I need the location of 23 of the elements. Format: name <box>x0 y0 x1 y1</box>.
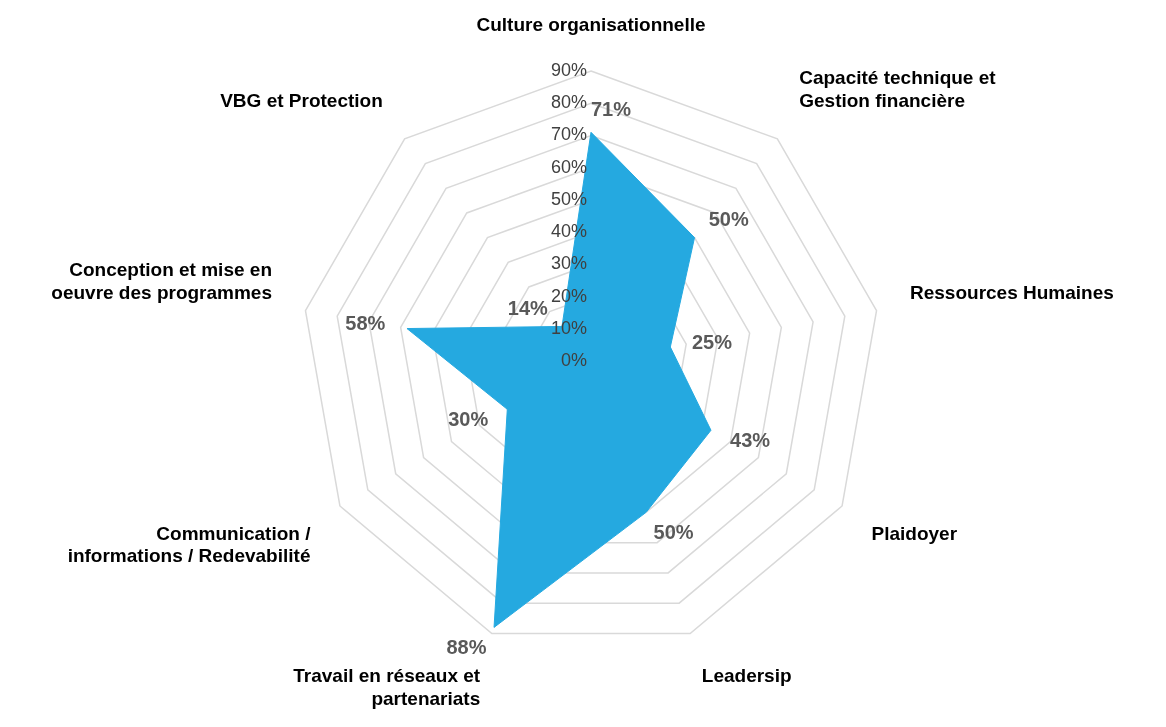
spoke-label: Communication / informations / Redevabilité <box>67 522 312 567</box>
spoke-label: Plaidoyer <box>871 522 958 544</box>
data-label: 30% <box>448 407 489 430</box>
y-tick-label: 90% <box>550 60 587 81</box>
spoke-label: Travail en réseaux et partenariats <box>293 665 481 709</box>
data-label: 25% <box>691 330 733 353</box>
data-label: 50% <box>708 208 749 231</box>
data-label: 43% <box>730 428 771 451</box>
data-label: 50% <box>653 520 694 543</box>
spoke-label: Conception et mise en oeuvre des programmes <box>51 258 272 303</box>
spoke-label: Leadersip <box>701 665 792 687</box>
data-label: 58% <box>345 312 386 335</box>
data-label: 71% <box>591 97 632 120</box>
spoke-label: VBG et Protection <box>220 89 383 111</box>
y-tick-label: 70% <box>550 124 587 145</box>
spoke-label: Ressources Humaines <box>910 281 1114 303</box>
y-tick-label: 80% <box>550 92 587 113</box>
y-tick-label: 0% <box>560 349 587 370</box>
spoke-label: Culture organisationnelle <box>476 13 706 35</box>
spoke-label: Capacité technique et Gestion financière <box>799 66 997 111</box>
data-label: 14% <box>507 297 549 320</box>
data-label: 88% <box>446 635 487 658</box>
y-tick-label: 10% <box>550 317 587 338</box>
